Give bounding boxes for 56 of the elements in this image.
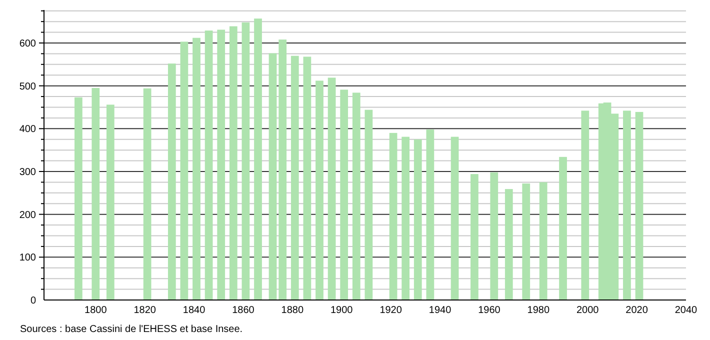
bar (414, 139, 422, 300)
x-tick-label: 1980 (527, 305, 550, 316)
y-tick-label: 400 (19, 124, 36, 136)
bar (92, 88, 100, 300)
bar (192, 38, 200, 300)
bar (450, 136, 459, 300)
bar (106, 104, 114, 300)
bar (340, 90, 348, 300)
bar (504, 189, 513, 300)
x-tick-label: 1880 (281, 305, 304, 316)
y-tick-label: 200 (19, 210, 36, 221)
bar (426, 130, 434, 300)
bar (402, 136, 410, 300)
bar (268, 53, 277, 300)
x-tick-label: 1820 (134, 305, 156, 316)
x-tick-label: 2000 (576, 305, 600, 316)
y-tick-label: 100 (19, 252, 36, 264)
bar (352, 92, 360, 300)
bar (278, 40, 287, 300)
bar (242, 22, 250, 300)
bar (254, 18, 262, 300)
bar (168, 64, 176, 300)
bar (539, 182, 548, 300)
source-note: Sources : base Cassini de l'EHESS et base Insee. (20, 324, 243, 335)
x-tick-label: 1920 (380, 305, 402, 316)
y-tick-label: 0 (30, 296, 36, 306)
bar (623, 110, 631, 300)
x-tick-label: 1940 (428, 305, 452, 316)
bar (522, 183, 530, 300)
bar (490, 172, 498, 300)
bar (217, 30, 226, 300)
y-tick-label: 300 (19, 166, 36, 178)
y-tick-label: 500 (19, 81, 36, 92)
bar (204, 30, 213, 300)
x-tick-label: 2020 (626, 305, 648, 316)
bar (229, 26, 238, 300)
bar (470, 174, 478, 300)
bar (559, 156, 567, 300)
bar (290, 56, 299, 300)
x-tick-label: 1860 (232, 305, 255, 316)
bar (143, 88, 152, 300)
bar (635, 112, 644, 300)
x-tick-label: 1840 (182, 305, 206, 316)
bar (364, 110, 373, 300)
bar (581, 110, 590, 300)
x-tick-label: 2040 (674, 305, 698, 316)
bar (74, 97, 82, 300)
y-tick-label: 600 (19, 38, 36, 50)
x-tick-label: 1800 (84, 305, 108, 316)
bar (303, 56, 312, 300)
bar (389, 132, 398, 300)
x-tick-label: 1960 (478, 305, 501, 316)
bar (180, 42, 188, 300)
x-tick-label: 1900 (330, 305, 354, 316)
bar (316, 80, 324, 300)
bar (328, 78, 336, 300)
